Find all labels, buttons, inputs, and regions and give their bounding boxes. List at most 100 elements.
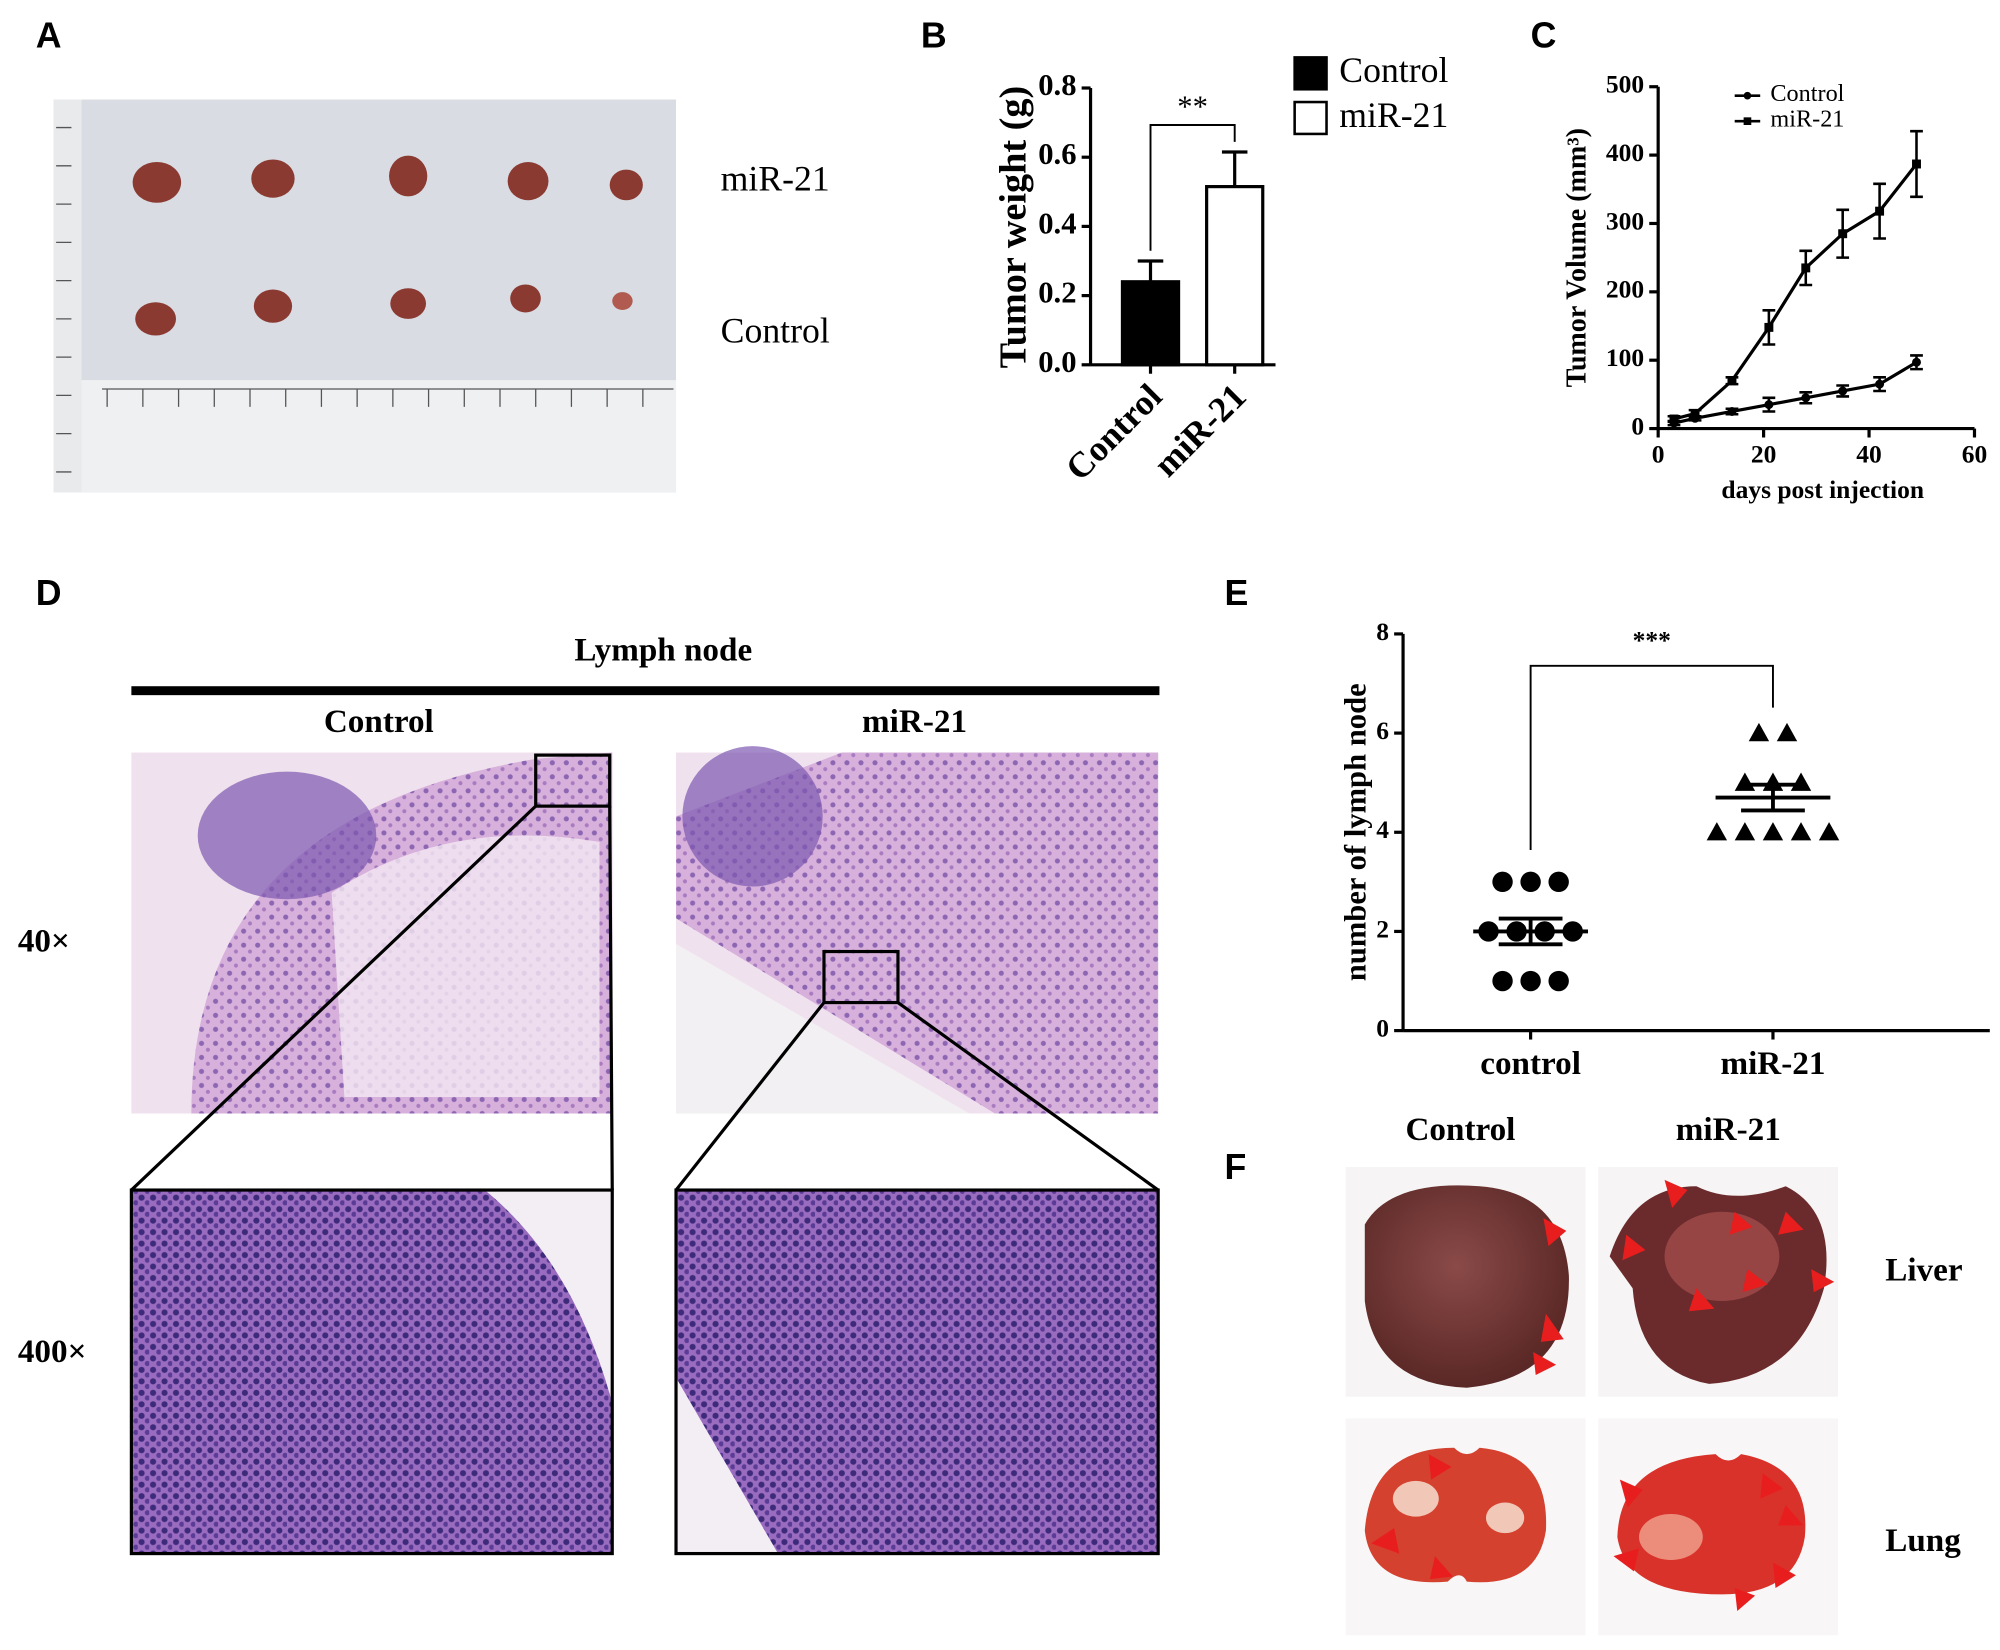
divider (131, 686, 1160, 696)
significance-label: ** (1177, 90, 1208, 124)
row-label: Lung (1885, 1522, 1961, 1559)
point (1838, 386, 1848, 396)
y-tick-label: 0.4 (1038, 206, 1076, 240)
point (1801, 263, 1811, 273)
legend-marker (1743, 117, 1752, 126)
point (1875, 379, 1885, 389)
y-tick-label: 400 (1606, 138, 1644, 167)
line (1673, 163, 1918, 421)
y-axis-label: Tumor weight (g) (992, 86, 1034, 369)
legend-label: miR-21 (1770, 106, 1844, 133)
point (1912, 357, 1921, 367)
point (1776, 722, 1798, 742)
x-tick-label: 40 (1856, 439, 1881, 468)
point (1690, 409, 1700, 418)
significance-bracket (1149, 124, 1236, 251)
point (1818, 822, 1840, 841)
panel-label: C (1531, 16, 1557, 56)
legend-label: Control (1339, 50, 1448, 90)
sem-bar (1741, 782, 1805, 813)
point (1492, 970, 1513, 992)
point (1762, 822, 1784, 841)
point (1548, 871, 1569, 893)
column-label: Control (324, 703, 434, 740)
y-tick-label: 200 (1606, 275, 1644, 304)
point (1520, 970, 1541, 992)
y-tick-label: 300 (1606, 206, 1644, 235)
point (1727, 376, 1737, 386)
point (1912, 159, 1921, 169)
y-tick-label: 8 (1376, 617, 1389, 646)
y-tick-label: 0.0 (1038, 345, 1076, 379)
point (1492, 871, 1513, 893)
column-label: miR-21 (862, 703, 967, 740)
point (1764, 400, 1774, 410)
bar (1120, 280, 1181, 367)
y-tick-label: 0.2 (1038, 276, 1076, 310)
legend-marker (1743, 91, 1752, 100)
y-axis-label: number of lymph node (1338, 683, 1372, 981)
row-label: miR-21 (721, 159, 830, 199)
panel-label: D (36, 573, 62, 613)
y-tick-label: 0.8 (1038, 68, 1076, 102)
y-axis-label: Tumor Volume (mm³) (1562, 128, 1593, 387)
y-tick-label: 4 (1376, 815, 1389, 844)
legend-label: miR-21 (1339, 95, 1448, 135)
y-tick-label: 100 (1606, 343, 1644, 372)
y-tick-label: 500 (1606, 70, 1644, 99)
row-label: 400× (18, 1333, 87, 1370)
x-tick-label: Control (1058, 376, 1170, 488)
x-tick-label: 20 (1751, 439, 1777, 468)
legend-swatch (1293, 100, 1328, 136)
bar (1205, 185, 1265, 367)
point (1669, 414, 1679, 424)
y-tick-label: 2 (1376, 914, 1389, 943)
point (1801, 393, 1811, 403)
section-title: Lymph node (574, 632, 752, 669)
point (1706, 822, 1728, 841)
x-tick-label: 0 (1652, 439, 1665, 468)
x-tick-label: miR-21 (1146, 376, 1254, 484)
line (1673, 360, 1918, 425)
y-tick-label: 6 (1376, 716, 1389, 745)
point (1838, 229, 1848, 239)
point (1764, 322, 1774, 332)
x-axis-label: days post injection (1721, 475, 1924, 504)
organ-photos (1345, 1167, 1839, 1636)
sem-bar (1498, 916, 1563, 947)
panel-label: A (36, 16, 62, 56)
error-bar (1137, 259, 1164, 282)
legend-swatch (1293, 56, 1328, 91)
point (1520, 871, 1541, 893)
point (1790, 772, 1812, 791)
y-tick-label: 0 (1631, 411, 1644, 440)
column-label: Control (1405, 1111, 1515, 1148)
point (1734, 772, 1756, 791)
point (1548, 970, 1569, 992)
point (1727, 407, 1737, 416)
error-bar (1221, 150, 1248, 187)
y-tick-label: 0 (1376, 1013, 1389, 1042)
point (1790, 822, 1812, 841)
significance-bracket (1529, 664, 1774, 850)
significance-label: *** (1633, 626, 1671, 655)
panel-label: F (1224, 1147, 1246, 1187)
panel-label: B (921, 16, 947, 56)
x-tick-label: miR-21 (1720, 1045, 1825, 1082)
point (1875, 206, 1885, 216)
tumor-photo (53, 99, 677, 493)
row-label: Control (721, 310, 830, 350)
x-tick-label: control (1480, 1045, 1581, 1082)
row-label: Liver (1885, 1252, 1962, 1289)
row-label: 40× (18, 922, 70, 959)
histology-images (129, 746, 1160, 1556)
legend-label: Control (1770, 80, 1844, 107)
x-tick-label: 60 (1962, 439, 1988, 468)
point (1748, 722, 1770, 742)
column-label: miR-21 (1676, 1111, 1781, 1148)
y-tick-label: 0.6 (1038, 137, 1076, 171)
point (1734, 822, 1756, 841)
panel-label: E (1224, 573, 1248, 613)
